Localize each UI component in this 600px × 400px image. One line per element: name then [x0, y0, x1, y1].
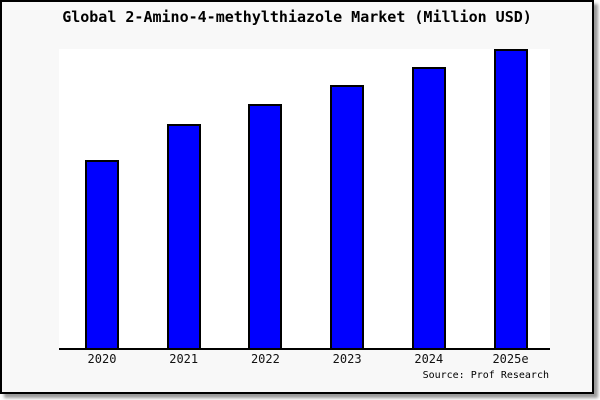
bar-2023 — [330, 85, 364, 348]
bar-2020 — [85, 160, 119, 348]
x-tick-label-2024: 2024 — [414, 352, 444, 366]
source-credit: Source: Prof Research — [422, 370, 549, 381]
bar-2025e — [494, 49, 528, 348]
x-tick-label-2021: 2021 — [169, 352, 199, 366]
bar-2022 — [248, 104, 282, 348]
plot-area — [59, 49, 550, 350]
x-tick-label-2025e: 2025e — [492, 352, 529, 366]
bar-2021 — [167, 124, 201, 348]
x-axis-labels: 2020 2021 2022 2023 2024 2025e — [59, 353, 550, 367]
chart-title: Global 2-Amino-4-methylthiazole Market (… — [62, 8, 532, 26]
x-tick-label-2020: 2020 — [87, 352, 117, 366]
chart-panel: Global 2-Amino-4-methylthiazole Market (… — [0, 0, 594, 394]
bar-2024 — [412, 67, 446, 348]
x-tick-label-2023: 2023 — [332, 352, 362, 366]
x-tick-label-2022: 2022 — [250, 352, 280, 366]
